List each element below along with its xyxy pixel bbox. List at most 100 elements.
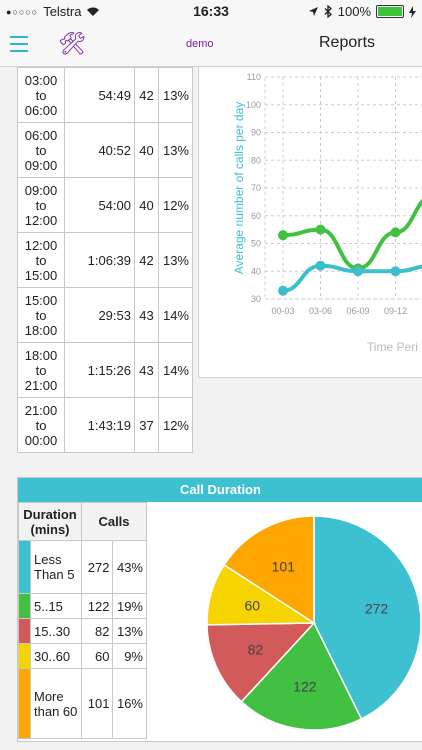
clock: 16:33 [193, 3, 229, 19]
time-range-cell: 09:00 to 12:00 [17, 177, 65, 233]
table-row: 15:00 to 18:00 29:53 43 14% [17, 287, 193, 343]
time-range-cell: 18:00 to 21:00 [17, 342, 65, 398]
nav-bar: 🛠 demo Reports [0, 22, 422, 67]
calls-cell: 42 [134, 67, 159, 123]
y-tick-label: 60 [251, 211, 261, 221]
percent-cell: 14% [158, 342, 193, 398]
pie-slice[interactable] [223, 515, 315, 625]
calls-cell: 43 [134, 287, 159, 343]
bluetooth-icon [324, 5, 332, 18]
time-range-cell: 06:00 to 09:00 [17, 122, 65, 178]
duration-row: Less Than 5 272 43% [18, 540, 147, 594]
percent-cell: 16% [112, 668, 147, 739]
percent-cell: 14% [158, 287, 193, 343]
calls-cell: 272 [80, 540, 114, 594]
y-tick-label: 80 [251, 155, 261, 165]
y-tick-label: 40 [251, 266, 261, 276]
percent-cell: 13% [112, 618, 147, 644]
duration-row: 15..30 82 13% [18, 618, 147, 644]
line-chart: 30 40 50 60 70 80 90 100 110 00-03 03-06 06-09 09-12… [232, 72, 422, 354]
color-swatch [18, 540, 31, 594]
percent-cell: 19% [112, 593, 147, 619]
y-tick-label: 110 [247, 72, 261, 82]
table-row: 21:00 to 00:00 1:43:19 37 12% [17, 397, 193, 453]
call-duration-title: Call Duration [18, 478, 422, 502]
color-swatch [18, 668, 31, 739]
table-row: 09:00 to 12:00 54:00 40 12% [17, 177, 193, 233]
table-header-row: Duration (mins) Calls [18, 502, 147, 541]
calls-cell: 60 [80, 643, 114, 669]
duration-label: Less Than 5 [30, 540, 82, 594]
tools-icon[interactable]: 🛠 [58, 31, 86, 56]
data-point[interactable] [390, 227, 401, 238]
menu-icon[interactable] [10, 36, 28, 52]
data-point[interactable] [278, 285, 288, 296]
duration-cell: 29:53 [64, 287, 135, 343]
calls-cell: 122 [80, 593, 114, 619]
calls-cell: 40 [134, 177, 159, 233]
pie-slice[interactable] [240, 621, 363, 731]
duration-cell: 1:15:26 [64, 342, 135, 398]
x-tick-label: 03-06 [309, 306, 332, 316]
table-row: 18:00 to 21:00 1:15:26 43 14% [17, 342, 193, 398]
data-point[interactable] [315, 224, 326, 235]
percent-cell: 13% [158, 122, 193, 178]
duration-row: More than 60 101 16% [18, 668, 147, 739]
y-tick-label: 100 [246, 100, 261, 110]
carrier-name: Telstra [43, 4, 82, 19]
duration-row: 5..15 122 19% [18, 593, 147, 619]
percent-cell: 13% [158, 232, 193, 288]
calls-header: Calls [81, 502, 147, 541]
duration-cell: 1:43:19 [64, 397, 135, 453]
report-content[interactable]: 03:00 to 06:00 54:49 42 13% 06:00 to 09:00 4… [0, 67, 422, 750]
charging-icon [409, 5, 416, 18]
call-duration-table: Duration (mins) Calls Less Than 5 272 43% 5… [18, 502, 147, 739]
duration-label: 5..15 [30, 593, 82, 619]
y-tick-label: 90 [251, 128, 261, 138]
y-tick-label: 50 [251, 239, 261, 249]
table-row: 06:00 to 09:00 40:52 40 13% [17, 122, 193, 178]
calls-cell: 101 [80, 668, 114, 739]
duration-header: Duration (mins) [18, 502, 82, 541]
duration-label: 15..30 [30, 618, 82, 644]
data-point[interactable] [315, 260, 326, 271]
calls-cell: 43 [134, 342, 159, 398]
time-period-table: 03:00 to 06:00 54:49 42 13% 06:00 to 09:00 4… [17, 67, 193, 453]
wifi-icon [87, 7, 100, 16]
series-line [282, 199, 422, 271]
location-arrow-icon [308, 7, 318, 16]
calls-cell: 37 [134, 397, 159, 453]
slice-label: 122 [293, 679, 317, 695]
data-point[interactable] [278, 230, 288, 241]
percent-cell: 9% [112, 643, 147, 669]
percent-cell: 13% [158, 67, 193, 123]
table-row: 12:00 to 15:00 1:06:39 42 13% [17, 232, 193, 288]
data-point[interactable] [390, 266, 401, 277]
pie-slice[interactable] [313, 515, 420, 720]
x-tick-label: 00-03 [271, 306, 294, 316]
calls-cell: 82 [80, 618, 114, 644]
user-label[interactable]: demo [186, 38, 214, 50]
time-range-cell: 21:00 to 00:00 [17, 397, 65, 453]
pie-slice[interactable] [206, 622, 316, 703]
y-axis-label: Average number of calls per day [232, 102, 246, 275]
color-swatch [18, 643, 31, 669]
x-tick-label: 06-09 [346, 306, 369, 316]
page-title: Reports [319, 34, 376, 51]
x-tick-label: 09-12 [384, 306, 407, 316]
percent-cell: 12% [158, 177, 193, 233]
slice-label: 101 [272, 559, 296, 575]
data-point[interactable] [353, 266, 363, 277]
color-swatch [18, 593, 31, 619]
pie-chart: 272 122 82 60 101 [206, 515, 420, 731]
duration-cell: 54:00 [64, 177, 135, 233]
signal-strength-icon: ●○○○○ [6, 6, 39, 17]
calls-cell: 40 [134, 122, 159, 178]
time-range-cell: 12:00 to 15:00 [17, 232, 65, 288]
y-tick-label: 30 [251, 294, 261, 304]
time-range-cell: 15:00 to 18:00 [17, 287, 65, 343]
slice-label: 82 [248, 641, 264, 657]
color-swatch [18, 618, 31, 644]
slice-label: 272 [365, 600, 389, 616]
y-tick-label: 70 [251, 183, 261, 193]
